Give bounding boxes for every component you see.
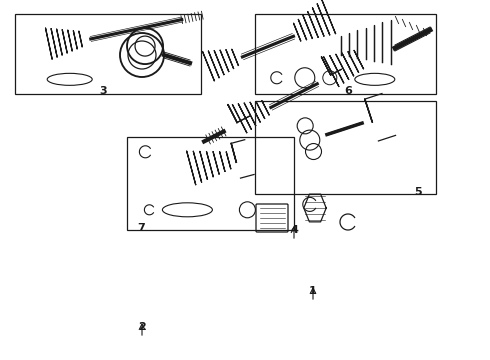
Bar	[255, 101, 436, 194]
Text: 1: 1	[309, 286, 317, 296]
Text: 4: 4	[290, 225, 298, 235]
Text: 7: 7	[137, 223, 145, 233]
Bar	[255, 14, 436, 94]
Text: 2: 2	[138, 322, 146, 332]
Text: 5: 5	[414, 187, 421, 197]
Bar	[127, 137, 294, 230]
Bar	[15, 14, 201, 94]
Text: 3: 3	[99, 86, 107, 96]
Text: 6: 6	[344, 86, 352, 96]
